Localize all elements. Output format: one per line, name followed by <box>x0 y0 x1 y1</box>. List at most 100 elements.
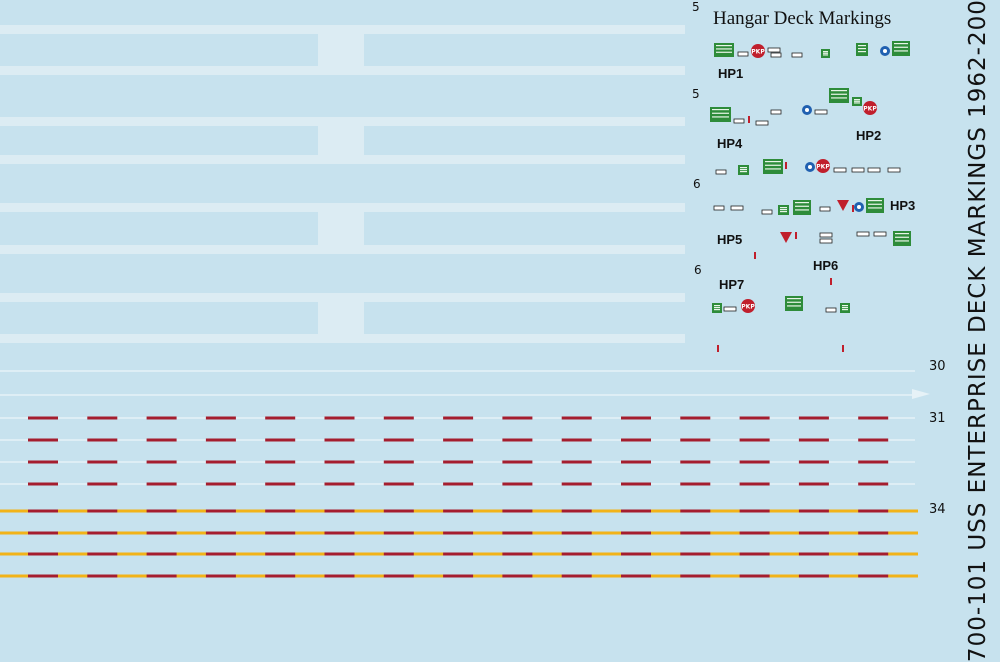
red-tick <box>852 205 854 212</box>
small-tag <box>723 306 737 312</box>
red-dash <box>680 552 711 556</box>
red-dash <box>561 509 592 513</box>
green-stencil <box>738 165 749 175</box>
red-dash <box>621 416 651 420</box>
red-dash <box>858 482 889 486</box>
red-tick <box>842 345 844 352</box>
red-dash <box>739 416 770 420</box>
page-title: Hangar Deck Markings <box>713 8 892 29</box>
white-deck-stripes <box>0 25 685 343</box>
red-dash <box>28 531 58 535</box>
red-dash <box>205 416 236 420</box>
red-dash <box>561 460 592 464</box>
blue-badge <box>802 105 812 115</box>
hangar-stencils: PKP PKP PKP PKP <box>710 41 911 352</box>
red-dash <box>739 531 770 535</box>
green-stencil <box>778 205 789 215</box>
red-dash <box>502 438 533 442</box>
red-tick <box>754 252 756 259</box>
red-dash <box>146 509 177 513</box>
red-dash <box>561 438 592 442</box>
red-dash <box>87 438 118 442</box>
red-dash <box>680 438 711 442</box>
small-tag <box>730 205 744 211</box>
small-tag <box>755 120 769 126</box>
red-dash <box>621 574 651 578</box>
red-dash <box>28 574 58 578</box>
svg-text:PKP: PKP <box>863 106 877 113</box>
red-dash <box>502 482 533 486</box>
red-dash <box>205 531 236 535</box>
red-dash <box>561 482 592 486</box>
red-dash <box>502 460 533 464</box>
small-tag <box>767 47 781 53</box>
red-dash <box>443 509 474 513</box>
red-dash <box>858 552 889 556</box>
red-dash <box>739 552 770 556</box>
blue-badge <box>854 202 864 212</box>
green-stencil <box>785 296 803 311</box>
red-dash <box>680 509 711 513</box>
small-tag <box>715 169 727 175</box>
small-tag <box>819 206 831 212</box>
small-number: 5 <box>692 87 700 101</box>
red-dash <box>858 574 889 578</box>
red-dash <box>621 531 651 535</box>
red-dash <box>798 460 829 464</box>
red-dash <box>265 416 296 420</box>
red-dash <box>621 509 651 513</box>
pkp-badge: PKP <box>751 44 765 58</box>
small-tag <box>819 232 833 238</box>
red-dash <box>146 416 177 420</box>
red-dash <box>383 460 414 464</box>
red-dash <box>858 416 889 420</box>
red-tick <box>830 278 832 285</box>
hangar-label-hp7: HP7 <box>719 277 745 292</box>
small-tag <box>791 52 803 58</box>
red-dash <box>205 552 236 556</box>
red-dash <box>443 460 474 464</box>
small-tag <box>825 307 837 313</box>
red-dash <box>858 460 889 464</box>
red-dash <box>87 574 118 578</box>
red-dash <box>502 574 533 578</box>
red-dash <box>502 509 533 513</box>
red-dash <box>383 482 414 486</box>
blue-badge <box>880 46 890 56</box>
small-tag <box>873 231 887 237</box>
svg-text:PKP: PKP <box>751 49 765 56</box>
red-dash <box>28 438 58 442</box>
red-dash <box>383 531 414 535</box>
red-dash <box>383 416 414 420</box>
red-dash <box>739 438 770 442</box>
arrow-marker <box>912 389 930 399</box>
small-tag <box>833 167 847 173</box>
red-dash <box>383 438 414 442</box>
small-number: 6 <box>693 177 701 191</box>
small-number: 5 <box>692 0 700 14</box>
red-dash <box>561 531 592 535</box>
red-dash <box>324 460 355 464</box>
pkp-badge: PKP <box>863 101 877 115</box>
red-dash <box>87 416 118 420</box>
white-deck-lines <box>0 370 915 485</box>
red-dash-rows <box>28 416 889 578</box>
red-dash <box>502 531 533 535</box>
red-dash <box>739 574 770 578</box>
hangar-label-hp2: HP2 <box>856 128 882 143</box>
pkp-badge: PKP <box>741 299 755 313</box>
green-stencil <box>821 49 830 58</box>
red-dash <box>858 509 889 513</box>
red-dash <box>858 531 889 535</box>
red-dash <box>28 552 58 556</box>
red-dash <box>205 482 236 486</box>
red-dash <box>621 460 651 464</box>
red-dash <box>383 574 414 578</box>
red-dash <box>146 438 177 442</box>
red-dash <box>324 552 355 556</box>
red-dash <box>621 438 651 442</box>
small-tag <box>819 238 833 244</box>
hangar-label-hp4: HP4 <box>717 136 743 151</box>
pkp-badge: PKP <box>816 159 830 173</box>
green-stencil <box>763 159 783 174</box>
